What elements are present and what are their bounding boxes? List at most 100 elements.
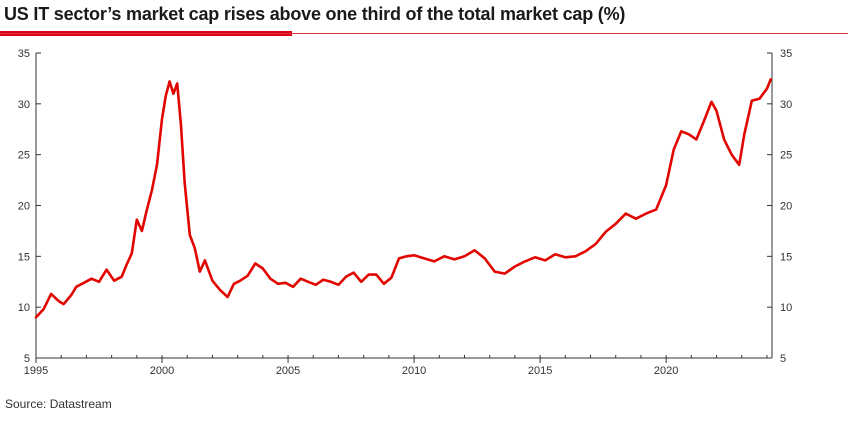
- data-point: [544, 259, 546, 262]
- data-point: [42, 308, 45, 311]
- data-point: [113, 279, 115, 282]
- data-point: [50, 293, 52, 295]
- data-point: [168, 80, 171, 83]
- data-point: [375, 273, 378, 276]
- data-point: [254, 262, 257, 265]
- data-point: [710, 101, 713, 103]
- data-point: [645, 212, 647, 215]
- data-point: [504, 272, 506, 275]
- data-point: [665, 184, 667, 186]
- data-point: [156, 164, 158, 166]
- data-point: [405, 255, 408, 258]
- data-point: [269, 277, 272, 280]
- chart-series: [34, 78, 772, 319]
- data-point: [751, 99, 753, 102]
- data-point: [292, 286, 294, 288]
- x-tick-label: 2010: [402, 365, 426, 377]
- data-point: [766, 87, 768, 90]
- data-point: [398, 257, 400, 260]
- data-point: [211, 279, 214, 282]
- data-point: [614, 223, 617, 225]
- data-point: [769, 78, 772, 81]
- y-tick-label-right: 10: [780, 302, 792, 314]
- data-point: [390, 276, 393, 279]
- data-point: [204, 259, 206, 262]
- data-point: [584, 250, 587, 253]
- data-point: [433, 260, 436, 263]
- title-rule: [0, 33, 848, 34]
- data-point: [635, 217, 637, 220]
- data-point: [172, 92, 175, 95]
- data-point: [62, 303, 65, 305]
- data-point: [655, 208, 657, 211]
- data-point: [141, 230, 143, 232]
- data-point: [463, 255, 466, 258]
- data-point: [176, 82, 178, 85]
- source-note: Source: Datastream: [5, 397, 112, 411]
- data-point: [413, 254, 415, 257]
- y-tick-label-left: 25: [18, 150, 30, 162]
- data-point: [574, 255, 577, 258]
- x-tick-label: 2005: [276, 365, 300, 377]
- data-point: [703, 120, 705, 122]
- x-tick-label: 2015: [528, 365, 552, 377]
- data-point: [330, 280, 332, 283]
- y-tick-label-left: 20: [18, 201, 30, 213]
- data-point: [120, 275, 123, 278]
- data-point: [165, 94, 167, 97]
- data-point: [199, 270, 201, 273]
- data-point: [105, 268, 108, 271]
- data-point: [688, 133, 690, 136]
- data-point: [136, 218, 138, 221]
- data-point: [314, 284, 317, 286]
- data-point: [146, 208, 148, 211]
- y-tick-label-left: 30: [18, 99, 30, 111]
- data-point: [35, 316, 37, 319]
- y-tick-label-right: 15: [780, 251, 792, 263]
- data-point: [564, 256, 567, 259]
- data-point: [352, 271, 355, 274]
- data-point: [70, 294, 73, 296]
- x-tick-label: 2000: [150, 365, 174, 377]
- data-point: [183, 182, 186, 184]
- data-point: [423, 257, 425, 260]
- data-point: [730, 153, 733, 156]
- y-tick-label-left: 10: [18, 302, 30, 314]
- y-tick-label-right: 20: [780, 201, 792, 213]
- data-point: [83, 281, 85, 284]
- data-point: [680, 130, 683, 133]
- data-point: [98, 280, 100, 283]
- data-point: [277, 282, 279, 285]
- data-point: [367, 273, 370, 276]
- y-tick-label-right: 25: [780, 150, 792, 162]
- data-point: [219, 289, 221, 291]
- data-point: [90, 277, 93, 280]
- data-point: [758, 97, 761, 100]
- data-point: [188, 234, 191, 236]
- data-point: [193, 247, 196, 249]
- data-point: [594, 243, 597, 245]
- y-tick-label-left: 35: [18, 48, 30, 60]
- data-point: [738, 164, 741, 166]
- y-tick-label-left: 15: [18, 251, 30, 263]
- data-point: [57, 300, 60, 302]
- data-point: [483, 257, 486, 260]
- y-tick-label-right: 35: [780, 48, 792, 60]
- data-point: [262, 267, 264, 270]
- data-point: [307, 280, 310, 283]
- data-point: [130, 252, 133, 255]
- data-point: [695, 138, 698, 141]
- data-point: [554, 253, 557, 256]
- chart-title: US IT sector’s market cap rises above on…: [4, 4, 626, 24]
- data-point: [233, 282, 235, 285]
- data-point: [453, 258, 456, 261]
- data-point: [625, 212, 627, 215]
- chart-axes: [35, 52, 773, 363]
- data-point: [226, 296, 229, 298]
- data-point: [125, 263, 128, 266]
- data-point: [473, 249, 476, 252]
- data-point: [514, 265, 516, 268]
- data-point: [75, 286, 78, 288]
